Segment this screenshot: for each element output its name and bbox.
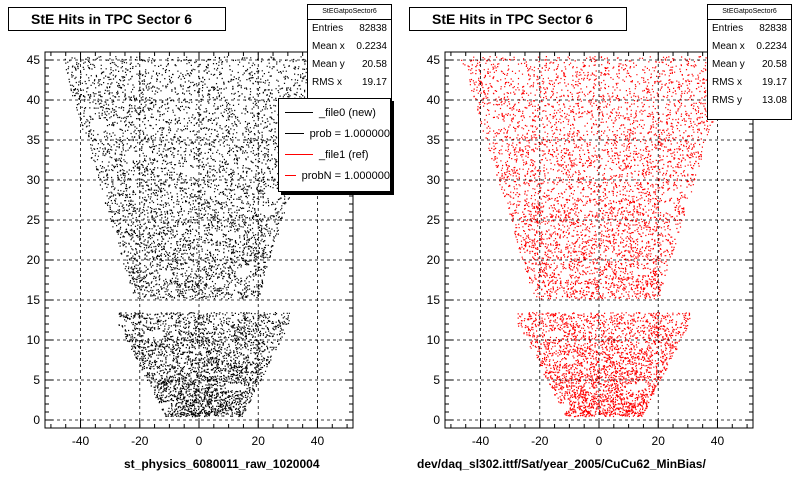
y-tick-label: 0 [433, 413, 440, 427]
right-stats-row: Entries 82838 [712, 23, 787, 34]
left-stats-box: StEGatpoSector6 Entries 82838 Mean x 0.223… [307, 4, 392, 102]
left-x-axis-label: st_physics_6080011_raw_1020004 [124, 457, 320, 471]
y-tick-label: 5 [33, 373, 40, 387]
x-tick-label: -20 [131, 434, 149, 448]
y-tick-label: 20 [427, 253, 441, 267]
scatter-point-cloud [64, 56, 332, 418]
y-tick-label: 0 [33, 413, 40, 427]
x-tick-label: 40 [311, 434, 325, 448]
y-tick-label: 5 [433, 373, 440, 387]
legend-swatch [285, 133, 304, 134]
left-stats-name: StEGatpoSector6 [308, 5, 391, 20]
right-stats-name: StEGatpoSector6 [708, 5, 791, 20]
legend-swatch [285, 154, 313, 155]
scatter-points [461, 56, 728, 418]
y-tick-label: 30 [427, 173, 441, 187]
right-chart-title: StE Hits in TPC Sector 6 [409, 7, 627, 31]
right-x-axis-label: dev/daq_sl302.ittf/Sat/year_2005/CuCu62_… [417, 457, 706, 471]
legend-swatch [285, 112, 313, 113]
left-stats-row: Mean x 0.2234 [312, 41, 387, 52]
right-plot: -40 -20 0 20 40 0 5 10 15 20 25 30 35 40 45 [427, 51, 754, 448]
y-tick-label: 25 [427, 213, 441, 227]
left-legend: _file0 (new) prob = 1.000000 _file1 (ref… [278, 98, 391, 192]
legend-entry: _file1 (ref) [279, 144, 390, 165]
x-tick-label: 20 [652, 434, 666, 448]
x-tick-label: 0 [196, 434, 203, 448]
x-tick-label: 0 [596, 434, 603, 448]
right-stats-row: Mean y 20.58 [712, 59, 787, 70]
y-tick-label: 15 [27, 293, 41, 307]
legend-entry: _file0 (new) [279, 102, 390, 123]
y-tick-label: 40 [427, 93, 441, 107]
y-tick-label: 25 [27, 213, 41, 227]
x-tick-label: -40 [72, 434, 90, 448]
legend-entry: probN = 1.000000 [279, 165, 390, 186]
x-tick-label: -20 [531, 434, 549, 448]
right-stats-row: RMS y 13.08 [712, 95, 787, 106]
left-stats-row: Entries 82838 [312, 23, 387, 34]
y-tick-label: 10 [27, 333, 41, 347]
x-tick-label: -40 [472, 434, 490, 448]
x-tick-label: 20 [252, 434, 266, 448]
y-tick-label: 30 [27, 173, 41, 187]
right-stats-row: Mean x 0.2234 [712, 41, 787, 52]
scatter-points [64, 56, 332, 418]
right-stats-row: RMS x 19.17 [712, 77, 787, 88]
scatter-point-cloud [461, 56, 728, 418]
left-stats-row: RMS x 19.17 [312, 77, 387, 88]
y-tick-label: 15 [427, 293, 441, 307]
y-tick-label: 35 [27, 133, 41, 147]
y-tick-label: 35 [427, 133, 441, 147]
x-tick-label: 40 [711, 434, 725, 448]
left-stats-row: Mean y 20.58 [312, 59, 387, 70]
legend-entry: prob = 1.000000 [279, 123, 390, 144]
y-tick-label: 45 [427, 53, 441, 67]
right-stats-box: StEGatpoSector6 Entries 82838 Mean x 0.223… [707, 4, 792, 120]
y-tick-label: 45 [27, 53, 41, 67]
y-tick-label: 10 [427, 333, 441, 347]
legend-swatch [285, 175, 296, 176]
y-tick-label: 40 [27, 93, 41, 107]
left-chart-title: StE Hits in TPC Sector 6 [8, 7, 226, 31]
y-tick-label: 20 [27, 253, 41, 267]
